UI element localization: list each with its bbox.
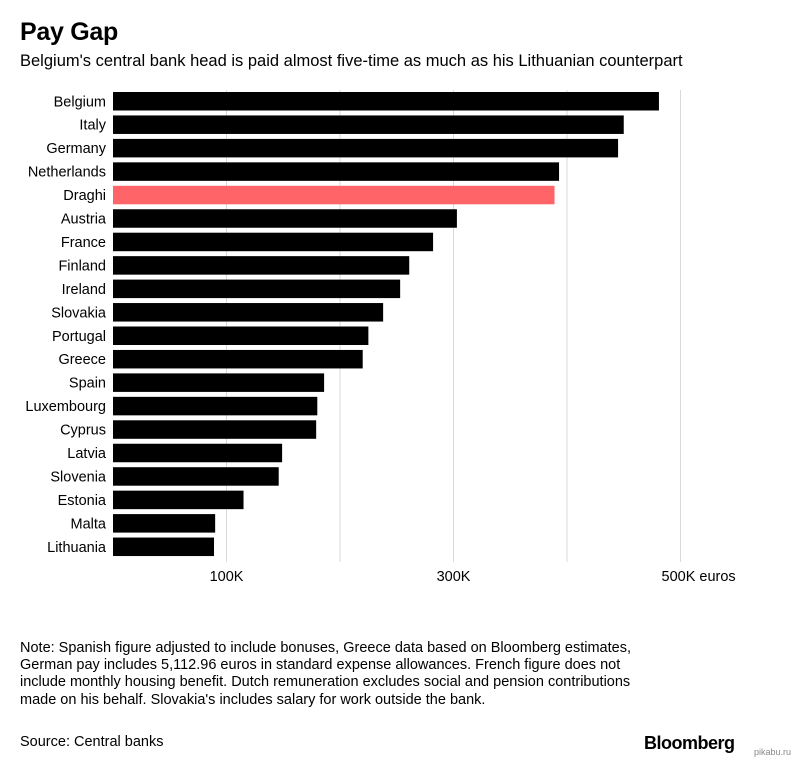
x-tick-label: 100K bbox=[210, 569, 244, 585]
category-label: Luxembourg bbox=[25, 399, 106, 415]
watermark: pikabu.ru bbox=[754, 747, 792, 757]
category-label: Italy bbox=[79, 118, 106, 134]
source-credit: Source: Central banks bbox=[20, 734, 164, 750]
bar-germany bbox=[113, 138, 619, 158]
bar-layer bbox=[113, 92, 659, 557]
category-label: Finland bbox=[58, 258, 106, 274]
category-label: Lithuania bbox=[47, 540, 107, 556]
bar-austria bbox=[113, 209, 457, 228]
bar-estonia bbox=[113, 490, 244, 510]
bar-draghi bbox=[113, 185, 555, 205]
bar-lithuania bbox=[113, 537, 215, 557]
bar-slovenia bbox=[113, 467, 279, 486]
bar-ireland bbox=[113, 279, 401, 299]
category-label: Austria bbox=[61, 212, 107, 228]
category-label: Spain bbox=[69, 376, 106, 392]
bar-portugal bbox=[113, 326, 369, 345]
category-label: Germany bbox=[46, 141, 106, 157]
x-tick-label: 500K euros bbox=[662, 569, 736, 585]
bar-latvia bbox=[113, 443, 283, 463]
category-label: Estonia bbox=[58, 493, 107, 509]
bar-cyprus bbox=[113, 420, 317, 439]
category-label: France bbox=[61, 235, 106, 251]
category-label: Slovakia bbox=[51, 305, 107, 321]
category-label: Latvia bbox=[67, 446, 107, 462]
bar-spain bbox=[113, 373, 325, 392]
bar-netherlands bbox=[113, 162, 560, 181]
bar-france bbox=[113, 232, 434, 252]
bar-greece bbox=[113, 349, 363, 369]
grid-layer bbox=[226, 90, 681, 562]
bloomberg-logo: Bloomberg bbox=[644, 733, 735, 753]
category-label: Malta bbox=[71, 516, 107, 532]
category-label: Portugal bbox=[52, 329, 106, 345]
bar-luxembourg bbox=[113, 396, 318, 416]
category-label: Netherlands bbox=[28, 165, 106, 181]
tick-label-layer: 100K 300K 500K euros bbox=[210, 569, 736, 585]
category-label: Draghi bbox=[63, 188, 106, 204]
bar-malta bbox=[113, 514, 216, 533]
bar-slovakia bbox=[113, 303, 384, 322]
category-label: Ireland bbox=[62, 282, 106, 298]
category-label: Belgium bbox=[54, 94, 106, 110]
chart-title: Pay Gap bbox=[20, 18, 118, 46]
bar-italy bbox=[113, 115, 624, 134]
category-label: Slovenia bbox=[50, 469, 107, 485]
category-label: Cyprus bbox=[60, 423, 106, 439]
bar-belgium bbox=[113, 92, 659, 111]
bar-finland bbox=[113, 256, 410, 275]
category-label-layer: Belgium Italy Germany Netherlands Draghi Aust… bbox=[25, 94, 107, 556]
x-tick-label: 300K bbox=[437, 569, 471, 585]
chart-subtitle: Belgium's central bank head is paid almo… bbox=[20, 52, 683, 70]
category-label: Greece bbox=[58, 352, 106, 368]
chart-note: Note: Spanish figure adjusted to include… bbox=[20, 640, 631, 708]
bar-chart: Belgium Italy Germany Netherlands Draghi Aust… bbox=[25, 90, 736, 585]
